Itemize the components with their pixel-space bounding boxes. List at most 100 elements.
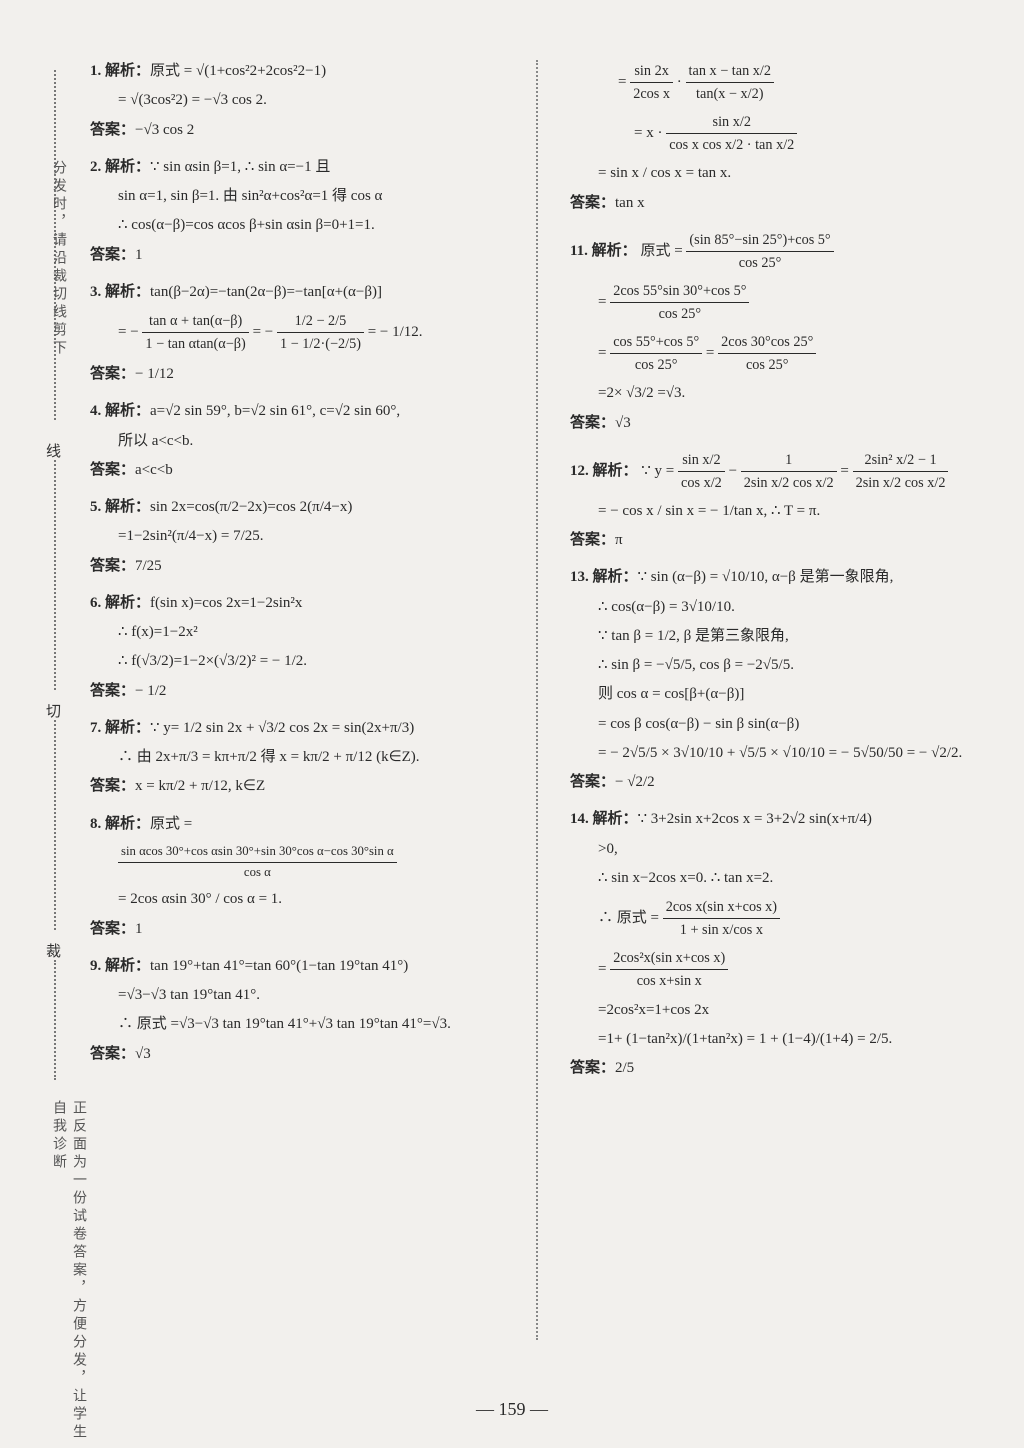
problem-1: 1. 解析：原式 = √(1+cos²2+2cos²2−1) = √(3cos²…: [90, 60, 504, 142]
q9-label: 9. 解析：: [90, 958, 150, 974]
q3-frac2: 1/2 − 2/51 − 1/2·(−2/5): [277, 310, 364, 355]
q2-ans: 1: [135, 247, 143, 263]
q6-l2: ∴ f(x)=1−2x²: [90, 621, 504, 644]
q11-f1: (sin 85°−sin 25°)+cos 5°cos 25°: [686, 229, 833, 274]
problem-7: 7. 解析：∵ y= 1/2 sin 2x + √3/2 cos 2x = si…: [90, 717, 504, 799]
q12-f1: sin x/2cos x/2: [678, 449, 725, 494]
problem-3: 3. 解析：tan(β−2α)=−tan(2α−β)=−tan[α+(α−β)]…: [90, 281, 504, 387]
q1-ans: −√3 cos 2: [135, 122, 194, 138]
q5-label: 5. 解析：: [90, 499, 150, 515]
q5-l2: =1−2sin²(π/4−x) = 7/25.: [90, 525, 504, 548]
q1-l2: = √(3cos²2) = −√3 cos 2.: [90, 89, 504, 112]
q13-l2: ∴ cos(α−β) = 3√10/10.: [570, 596, 984, 619]
q8-ans-label: 答案：: [90, 921, 135, 937]
q13-label: 13. 解析：: [570, 569, 638, 585]
q14-l5: = 2cos²x(sin x+cos x)cos x+sin x: [570, 947, 984, 992]
q3-l1: tan(β−2α)=−tan(2α−β)=−tan[α+(α−β)]: [150, 284, 382, 300]
problem-2: 2. 解析：∵ sin αsin β=1, ∴ sin α=−1 且 sin α…: [90, 156, 504, 267]
q1-label: 1. 解析：: [90, 63, 150, 79]
q13-l3: ∵ tan β = 1/2, β 是第三象限角,: [570, 625, 984, 648]
q14-f2d: cos x+sin x: [610, 970, 728, 992]
q8-label: 8. 解析：: [90, 816, 150, 832]
q3-ans: − 1/12: [135, 366, 174, 382]
q10-pre2: = x ·: [634, 125, 666, 141]
q6-ans: − 1/2: [135, 683, 166, 699]
q3-frac1: tan α + tan(α−β)1 − tan αtan(α−β): [142, 310, 248, 355]
right-column: = sin 2x2cos x · tan x − tan x/2tan(x − …: [570, 60, 984, 1340]
q11-ans: √3: [615, 415, 631, 431]
q8-l3: = 2cos αsin 30° / cos α = 1.: [90, 888, 504, 911]
q3-mid: = −: [253, 324, 274, 340]
q3-prefix: = −: [118, 324, 139, 340]
q14-l1: ∵ 3+2sin x+2cos x = 3+2√2 sin(x+π/4): [638, 811, 872, 827]
q14-f1: 2cos x(sin x+cos x)1 + sin x/cos x: [663, 896, 780, 941]
q14-l7: =1+ (1−tan²x)/(1+tan²x) = 1 + (1−4)/(1+4…: [570, 1028, 984, 1051]
dotted-rule-3: [54, 720, 56, 930]
q12-f1d: cos x/2: [678, 472, 725, 494]
q11-ans-label: 答案：: [570, 415, 615, 431]
q14-f2: 2cos²x(sin x+cos x)cos x+sin x: [610, 947, 728, 992]
q10-f2n: tan x − tan x/2: [686, 60, 774, 83]
q10-l1: = sin 2x2cos x · tan x − tan x/2tan(x − …: [570, 60, 984, 105]
column-divider: [536, 60, 538, 1340]
q2-label: 2. 解析：: [90, 159, 150, 175]
q12-ans: π: [615, 532, 623, 548]
q3-f2-num: 1/2 − 2/5: [277, 310, 364, 333]
q5-l1: sin 2x=cos(π/2−2x)=cos 2(π/4−x): [150, 499, 352, 515]
problem-6: 6. 解析：f(sin x)=cos 2x=1−2sin²x ∴ f(x)=1−…: [90, 592, 504, 703]
q14-f1n: 2cos x(sin x+cos x): [663, 896, 780, 919]
q2-l2: sin α=1, sin β=1. 由 sin²α+cos²α=1 得 cos …: [90, 185, 504, 208]
q11-l3: = cos 55°+cos 5°cos 25° = 2cos 30°cos 25…: [570, 331, 984, 376]
q14-f2n: 2cos²x(sin x+cos x): [610, 947, 728, 970]
q10-ans: tan x: [615, 195, 645, 211]
problem-8: 8. 解析：原式 = sin αcos 30°+cos αsin 30°+sin…: [90, 813, 504, 941]
q7-ans-label: 答案：: [90, 778, 135, 794]
page-number: — 159 —: [0, 1399, 1024, 1420]
q10-l2: = x · sin x/2cos x cos x/2 · tan x/2: [570, 111, 984, 156]
q6-l1: f(sin x)=cos 2x=1−2sin²x: [150, 595, 302, 611]
q13-ans: − √2/2: [615, 774, 655, 790]
q13-l1: ∵ sin (α−β) = √10/10, α−β 是第一象限角,: [638, 569, 894, 585]
problem-14: 14. 解析：∵ 3+2sin x+2cos x = 3+2√2 sin(x+π…: [570, 808, 984, 1080]
q3-f1-num: tan α + tan(α−β): [142, 310, 248, 333]
q10-mid: ·: [677, 74, 686, 90]
q12-f3n: 2sin² x/2 − 1: [853, 449, 949, 472]
q12-l2: = − cos x / sin x = − 1/tan x, ∴ T = π.: [570, 500, 984, 523]
problem-4: 4. 解析：a=√2 sin 59°, b=√2 sin 61°, c=√2 s…: [90, 400, 504, 482]
q11-f1n: (sin 85°−sin 25°)+cos 5°: [686, 229, 833, 252]
q11-f4n: 2cos 30°cos 25°: [718, 331, 816, 354]
q10-f2: tan x − tan x/2tan(x − x/2): [686, 60, 774, 105]
q1-ans-label: 答案：: [90, 122, 135, 138]
q14-ans: 2/5: [615, 1060, 634, 1076]
q11-l4: =2× √3/2 =√3.: [570, 382, 984, 405]
q9-ans-label: 答案：: [90, 1046, 135, 1062]
problem-12: 12. 解析： ∵ y = sin x/2cos x/2 − 12sin x/2…: [570, 449, 984, 553]
q12-ans-label: 答案：: [570, 532, 615, 548]
q7-label: 7. 解析：: [90, 720, 150, 736]
q11-f2: 2cos 55°sin 30°+cos 5°cos 25°: [610, 280, 749, 325]
q8-f-den: cos α: [118, 863, 397, 883]
q12-f2d: 2sin x/2 cos x/2: [741, 472, 837, 494]
q14-l4: ∴ 原式 = 2cos x(sin x+cos x)1 + sin x/cos …: [570, 896, 984, 941]
q4-label: 4. 解析：: [90, 403, 150, 419]
q11-f1d: cos 25°: [686, 252, 833, 274]
q13-l4: ∴ sin β = −√5/5, cos β = −2√5/5.: [570, 654, 984, 677]
q12-f1n: sin x/2: [678, 449, 725, 472]
problem-10-cont: = sin 2x2cos x · tan x − tan x/2tan(x − …: [570, 60, 984, 215]
q1-l1: 原式 = √(1+cos²2+2cos²2−1): [150, 63, 326, 79]
q6-l3: ∴ f(√3/2)=1−2×(√3/2)² = − 1/2.: [90, 650, 504, 673]
q11-f3d: cos 25°: [610, 354, 702, 376]
q14-pre4: ∴ 原式 =: [598, 910, 663, 926]
problem-9: 9. 解析：tan 19°+tan 41°=tan 60°(1−tan 19°t…: [90, 955, 504, 1066]
q14-l2: >0,: [570, 838, 984, 861]
q13-l7: = − 2√5/5 × 3√10/10 + √5/5 × √10/10 = − …: [570, 742, 984, 765]
q4-l2: 所以 a<c<b.: [90, 430, 504, 453]
q11-f4: 2cos 30°cos 25°cos 25°: [718, 331, 816, 376]
q14-ans-label: 答案：: [570, 1060, 615, 1076]
q14-l6: =2cos²x=1+cos 2x: [570, 999, 984, 1022]
q11-f3: cos 55°+cos 5°cos 25°: [610, 331, 702, 376]
q14-f1d: 1 + sin x/cos x: [663, 919, 780, 941]
problem-13: 13. 解析：∵ sin (α−β) = √10/10, α−β 是第一象限角,…: [570, 566, 984, 794]
q11-f3n: cos 55°+cos 5°: [610, 331, 702, 354]
margin-note-bottom: 正反面为一份试卷答案，方便分发，让学生自我诊断: [48, 1100, 88, 1448]
